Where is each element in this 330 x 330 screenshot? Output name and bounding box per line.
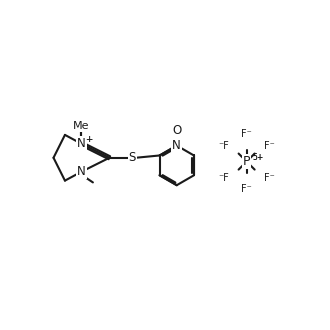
Text: N: N — [77, 165, 86, 178]
Text: 5+: 5+ — [252, 153, 264, 162]
Text: F⁻: F⁻ — [264, 173, 275, 182]
Text: N: N — [77, 137, 86, 150]
Text: S: S — [129, 151, 136, 164]
Text: N: N — [77, 137, 86, 150]
Text: N: N — [172, 139, 181, 152]
Text: +: + — [85, 135, 92, 144]
Text: O: O — [172, 124, 182, 137]
Text: Me: Me — [73, 121, 90, 131]
Text: P: P — [243, 155, 250, 168]
Text: S: S — [129, 151, 136, 164]
Text: F⁻: F⁻ — [241, 184, 252, 194]
Text: F⁻: F⁻ — [264, 141, 275, 150]
Text: +: + — [85, 135, 92, 144]
Text: N: N — [77, 165, 86, 178]
Text: ⁻F: ⁻F — [218, 173, 229, 182]
Text: O: O — [172, 124, 182, 137]
Text: P: P — [243, 155, 250, 168]
Text: 5+: 5+ — [252, 153, 264, 162]
Text: F⁻: F⁻ — [241, 129, 252, 139]
Text: N: N — [172, 139, 181, 152]
Text: ⁻F: ⁻F — [218, 141, 229, 150]
